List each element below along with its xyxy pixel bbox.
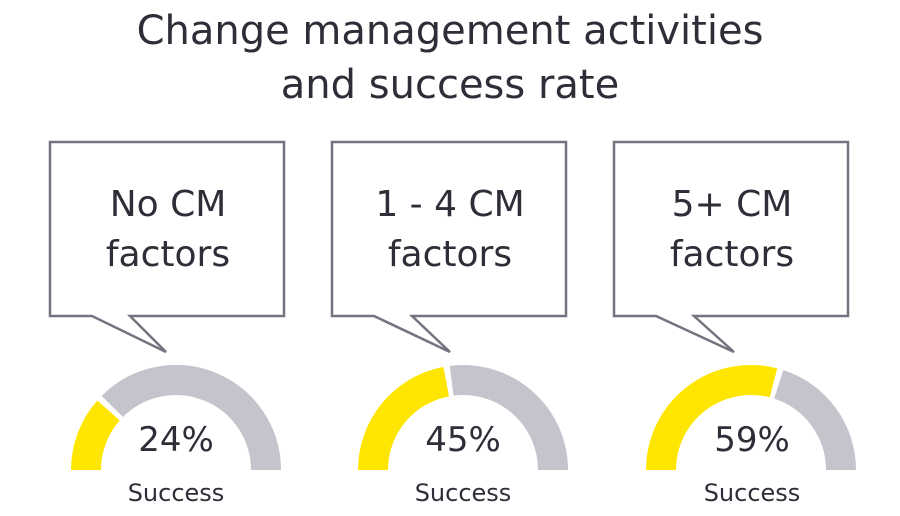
gauge-caption-no-cm: Success — [127, 479, 225, 507]
gauge-success-arc-1-4-cm — [358, 366, 450, 471]
bubble-label-line-2: factors — [669, 234, 795, 275]
gauge-success-arc-no-cm — [71, 400, 121, 471]
chart-title: Change management activities and success… — [0, 4, 900, 112]
gauge-value-5-plus-cm: 59% — [714, 420, 790, 460]
gauge-caption-5-plus-cm: Success — [703, 479, 801, 507]
title-line-1: Change management activities — [136, 8, 764, 54]
gauge-remainder-arc-no-cm — [101, 365, 281, 471]
bubble-label-line-2: factors — [387, 234, 513, 275]
bubble-label-line-1: 5+ CM — [671, 184, 793, 225]
title-line-2: and success rate — [280, 62, 620, 108]
gauge-value-no-cm: 24% — [138, 420, 214, 460]
bubble-label-line-1: 1 - 4 CM — [375, 184, 525, 225]
bubble-label-line-2: factors — [105, 234, 231, 275]
gauge-success-arc-5-plus-cm — [646, 365, 778, 471]
bubble-label-no-cm: No CM factors — [50, 180, 286, 280]
gauge-value-1-4-cm: 45% — [425, 420, 501, 460]
bubble-label-1-4-cm: 1 - 4 CM factors — [332, 180, 568, 280]
gauge-caption-1-4-cm: Success — [414, 479, 512, 507]
speech-bubble-5-plus-cm — [612, 140, 850, 354]
bubble-label-line-1: No CM — [109, 184, 227, 225]
bubble-label-5-plus-cm: 5+ CM factors — [614, 180, 850, 280]
speech-bubble-no-cm — [48, 140, 286, 354]
speech-bubble-1-4-cm — [330, 140, 568, 354]
gauge-remainder-arc-5-plus-cm — [773, 370, 856, 471]
gauge-remainder-arc-1-4-cm — [449, 365, 568, 471]
